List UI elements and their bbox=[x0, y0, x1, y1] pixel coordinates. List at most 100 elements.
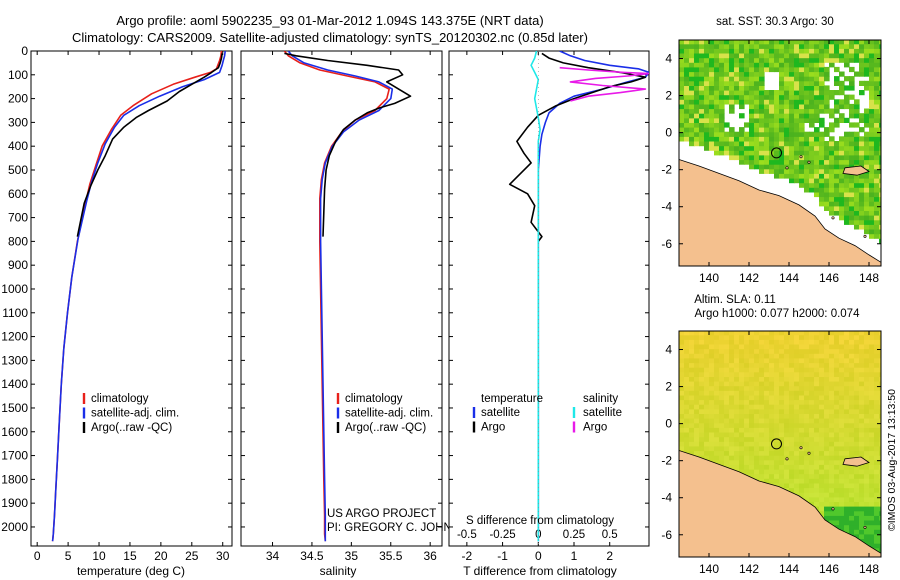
sla-map-cell bbox=[814, 376, 820, 382]
sst-map-cell bbox=[849, 215, 855, 221]
sst-map-cell bbox=[744, 99, 750, 105]
sla-map-cell bbox=[729, 399, 735, 405]
sla-map-cell bbox=[724, 441, 730, 447]
sla-map-cell bbox=[684, 376, 690, 382]
sst-map-cell bbox=[814, 191, 820, 198]
sla-map-cell bbox=[839, 496, 845, 502]
sla-map-cell bbox=[769, 381, 775, 387]
sla-map-cell bbox=[819, 496, 825, 502]
sst-map-cell bbox=[744, 43, 750, 49]
sla-map-cell bbox=[764, 331, 770, 336]
sst-map-cell bbox=[729, 53, 735, 59]
sla-map-cell bbox=[879, 450, 881, 456]
sst-map-cell bbox=[749, 117, 755, 123]
sst-map-cell bbox=[804, 94, 810, 100]
sst-map-cell bbox=[799, 90, 805, 96]
sla-map-cell bbox=[869, 413, 875, 419]
sla-map-cell bbox=[859, 331, 865, 336]
sla-map-cell bbox=[709, 399, 715, 405]
sla-map-cell bbox=[864, 482, 870, 489]
sla-map-cell bbox=[799, 362, 805, 368]
sla-map-land-mainland bbox=[679, 450, 881, 557]
sst-map-cell bbox=[719, 66, 725, 73]
sst-map-cell bbox=[754, 131, 760, 137]
sst-map-cell bbox=[809, 141, 815, 147]
sla-map-cell bbox=[844, 339, 850, 345]
sla-map-cell bbox=[869, 492, 875, 498]
sla-map-cell bbox=[714, 339, 720, 345]
sla-map-cell bbox=[724, 331, 730, 336]
sst-map-cell bbox=[764, 113, 770, 119]
sla-map-cell bbox=[824, 385, 830, 391]
sla-map-cell bbox=[759, 404, 765, 410]
sst-map-cell bbox=[854, 173, 860, 179]
sla-map-cell bbox=[744, 455, 750, 461]
sla-map-cell bbox=[769, 357, 775, 364]
sla-map-cell bbox=[689, 404, 695, 410]
salinity-series-satellite bbox=[287, 51, 394, 542]
sla-map-cell bbox=[879, 427, 881, 433]
sla-map-cell bbox=[834, 510, 840, 516]
sla-map-cell bbox=[854, 344, 860, 350]
sla-map-cell bbox=[764, 404, 770, 410]
sst-map-cell bbox=[819, 48, 825, 54]
sst-map-cell bbox=[759, 103, 765, 110]
sla-map-cell bbox=[764, 473, 770, 479]
sla-map-cell bbox=[869, 371, 875, 377]
sst-map-cell bbox=[694, 71, 700, 77]
sst-map-cell bbox=[874, 57, 880, 63]
sla-map-ytick-label: 4 bbox=[665, 343, 672, 357]
sst-map-cell bbox=[824, 99, 830, 105]
sst-map-cell bbox=[834, 57, 840, 63]
sla-map-cell bbox=[819, 441, 825, 447]
sst-map-cell bbox=[879, 90, 881, 96]
legend-title-temperature: temperature bbox=[481, 393, 543, 405]
sst-map-cell bbox=[874, 201, 880, 207]
sla-map-cell bbox=[854, 408, 860, 414]
sla-map-cell bbox=[839, 520, 845, 526]
sst-map-cell bbox=[739, 150, 745, 156]
sst-map-cell bbox=[689, 122, 695, 128]
sla-map-cell bbox=[804, 450, 810, 456]
sst-map-cell bbox=[859, 173, 865, 179]
sst-map-cell bbox=[764, 159, 770, 165]
sla-map-cell bbox=[809, 487, 815, 493]
sla-map-cell bbox=[809, 418, 815, 424]
salinity-xtick-label: 36 bbox=[423, 549, 437, 563]
difference-xtick-label: -1 bbox=[497, 549, 508, 563]
sst-map-cell bbox=[824, 182, 830, 188]
sst-map-cell bbox=[804, 103, 810, 110]
sst-map-cell bbox=[779, 66, 785, 73]
sla-map-cell bbox=[734, 394, 740, 401]
sst-map-cell bbox=[744, 131, 750, 137]
sla-map-cell bbox=[759, 331, 765, 336]
sst-map-cell bbox=[869, 159, 875, 165]
sst-map-cell bbox=[869, 201, 875, 207]
sla-map-cell bbox=[794, 404, 800, 410]
temperature-xtick-label: 0 bbox=[34, 549, 41, 563]
temperature-series bbox=[51, 51, 226, 542]
sst-map-cell bbox=[864, 122, 870, 128]
sst-map-cell bbox=[814, 66, 820, 73]
sla-map-cell bbox=[739, 404, 745, 410]
sla-map-cell bbox=[804, 339, 810, 345]
sst-map-cell bbox=[874, 76, 880, 82]
sla-map-cell bbox=[699, 390, 705, 396]
salinity-xlabel: salinity bbox=[320, 564, 357, 578]
sst-map-cell bbox=[834, 66, 840, 73]
sst-map-cell bbox=[809, 94, 815, 100]
sst-map-cell bbox=[879, 164, 881, 170]
sst-map-cell bbox=[709, 127, 715, 133]
sla-map-cell bbox=[794, 473, 800, 479]
sst-map-cell bbox=[879, 201, 881, 207]
sla-map-cell bbox=[754, 459, 760, 465]
sla-map-cell bbox=[689, 353, 695, 359]
sst-map-cell bbox=[749, 53, 755, 59]
sla-map-cell bbox=[849, 353, 855, 359]
sst-map-cell bbox=[684, 40, 690, 45]
sst-map-land-island bbox=[842, 165, 870, 176]
sla-map-cell bbox=[834, 334, 840, 340]
sla-map-cell bbox=[839, 357, 845, 364]
sst-map-cell bbox=[719, 122, 725, 128]
sst-map-cell bbox=[814, 141, 820, 147]
